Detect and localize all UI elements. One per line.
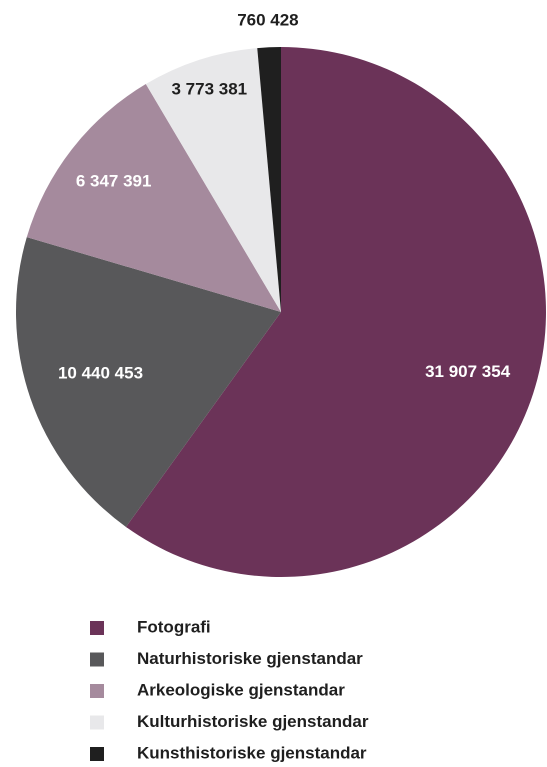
- slice-label: 3 773 381: [171, 80, 247, 99]
- legend-swatch: [90, 747, 104, 761]
- pie-slice: [257, 47, 281, 312]
- legend-swatch: [90, 715, 104, 730]
- legend-label: Arkeologiske gjenstandar: [137, 680, 345, 699]
- legend-label: Kulturhistoriske gjenstandar: [137, 712, 369, 731]
- legend-label: Naturhistoriske gjenstandar: [137, 649, 363, 668]
- slice-label: 10 440 453: [58, 363, 143, 382]
- slice-label: 31 907 354: [425, 362, 511, 381]
- slice-label: 6 347 391: [76, 171, 152, 190]
- legend-label: Fotografi: [137, 617, 211, 636]
- pie-slice: [145, 48, 281, 313]
- legend-swatch: [90, 621, 104, 635]
- pie-slice: [26, 84, 281, 312]
- legend-label: Kunsthistoriske gjenstandar: [137, 743, 367, 762]
- legend-swatch: [90, 652, 104, 667]
- legend-swatch: [90, 684, 104, 698]
- slice-label: 760 428: [237, 10, 298, 29]
- pie-slice: [125, 47, 547, 577]
- pie-slice: [15, 237, 281, 527]
